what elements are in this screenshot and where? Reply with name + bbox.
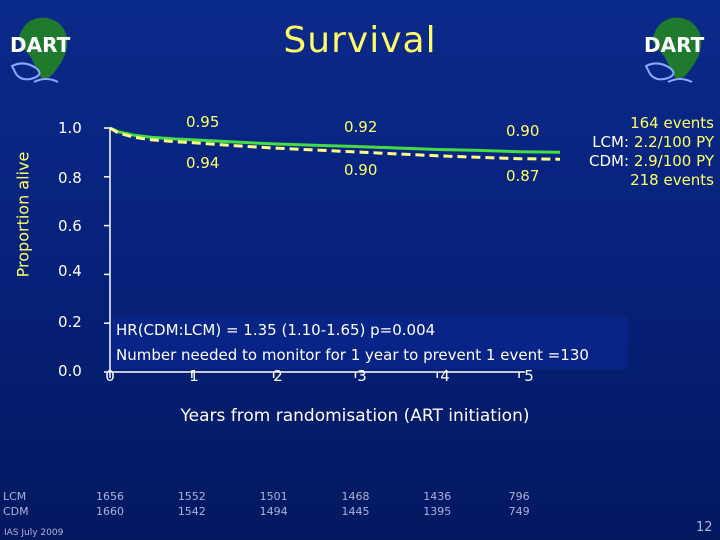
lcm-rate: 2.2/100 PY bbox=[633, 133, 714, 151]
series-line-lcm bbox=[109, 126, 561, 154]
risk-cell-cdm: 1660 bbox=[96, 505, 124, 518]
nnt-text: Number needed to monitor for 1 year to p… bbox=[116, 346, 589, 364]
risk-cell-lcm: 1468 bbox=[341, 490, 370, 503]
logo-text: DART bbox=[10, 33, 71, 57]
y-tick-label: 0.0 bbox=[58, 362, 82, 380]
risk-cell-cdm: 1494 bbox=[259, 505, 288, 518]
series-line-cdm bbox=[109, 126, 561, 161]
lcm-annotation-year1: 0.95 bbox=[186, 113, 220, 131]
x-axis-label: Years from randomisation (ART initiation… bbox=[180, 406, 530, 426]
dart-logo-right: DART bbox=[644, 17, 705, 83]
lcm-annotation-year3: 0.92 bbox=[344, 118, 378, 136]
lcm-events: 164 events bbox=[630, 114, 714, 132]
risk-row-label-cdm: CDM bbox=[3, 505, 29, 518]
lcm-key: LCM: bbox=[592, 133, 630, 151]
x-tick-label: 3 bbox=[357, 367, 367, 385]
x-tick-label: 2 bbox=[273, 367, 283, 385]
cdm-annotation-year3: 0.90 bbox=[344, 161, 378, 179]
risk-row-label-lcm: LCM bbox=[3, 490, 27, 503]
legend-line: LCM: 2.2/100 PY bbox=[589, 133, 714, 152]
lcm-annotation-year5: 0.90 bbox=[506, 122, 540, 140]
y-tick-label: 0.6 bbox=[58, 217, 82, 235]
y-tick-label: 0.8 bbox=[58, 169, 82, 187]
y-tick-label: 0.4 bbox=[58, 262, 82, 280]
risk-cell-cdm: 749 bbox=[508, 505, 530, 518]
footer-date: IAS July 2009 bbox=[4, 528, 64, 538]
legend-line: 164 events bbox=[589, 114, 714, 133]
risk-cell-cdm: 1395 bbox=[423, 505, 452, 518]
x-tick-label: 5 bbox=[524, 367, 534, 385]
legend-line: 218 events bbox=[589, 171, 714, 190]
risk-cell-cdm: 1542 bbox=[177, 505, 206, 518]
cdm-annotation-year1: 0.94 bbox=[186, 154, 220, 172]
risk-cell-lcm: 1656 bbox=[96, 490, 124, 503]
hazard-ratio-text: HR(CDM:LCM) = 1.35 (1.10-1.65) p=0.004 bbox=[116, 321, 436, 339]
page-number: 12 bbox=[696, 520, 713, 535]
x-tick-label: 1 bbox=[189, 367, 199, 385]
risk-cell-cdm: 1445 bbox=[341, 505, 370, 518]
legend-line: CDM: 2.9/100 PY bbox=[589, 152, 714, 171]
risk-cell-lcm: 796 bbox=[508, 490, 530, 503]
cdm-events: 218 events bbox=[630, 171, 714, 189]
event-rate-legend: 164 events LCM: 2.2/100 PY CDM: 2.9/100 … bbox=[589, 114, 714, 190]
cdm-rate: 2.9/100 PY bbox=[633, 152, 714, 170]
hazard-ratio-box bbox=[112, 317, 628, 369]
cdm-annotation-year5: 0.87 bbox=[506, 167, 540, 185]
x-tick-label: 4 bbox=[440, 367, 450, 385]
dart-logo-left: DART bbox=[10, 17, 71, 83]
cdm-key: CDM: bbox=[589, 152, 630, 170]
slide-title: Survival bbox=[283, 20, 437, 61]
y-tick-label: 0.2 bbox=[58, 313, 82, 331]
risk-cell-lcm: 1436 bbox=[423, 490, 452, 503]
risk-cell-lcm: 1501 bbox=[259, 490, 288, 503]
y-tick-label: 1.0 bbox=[58, 119, 82, 137]
risk-cell-lcm: 1552 bbox=[177, 490, 206, 503]
logo-text: DART bbox=[644, 33, 705, 57]
